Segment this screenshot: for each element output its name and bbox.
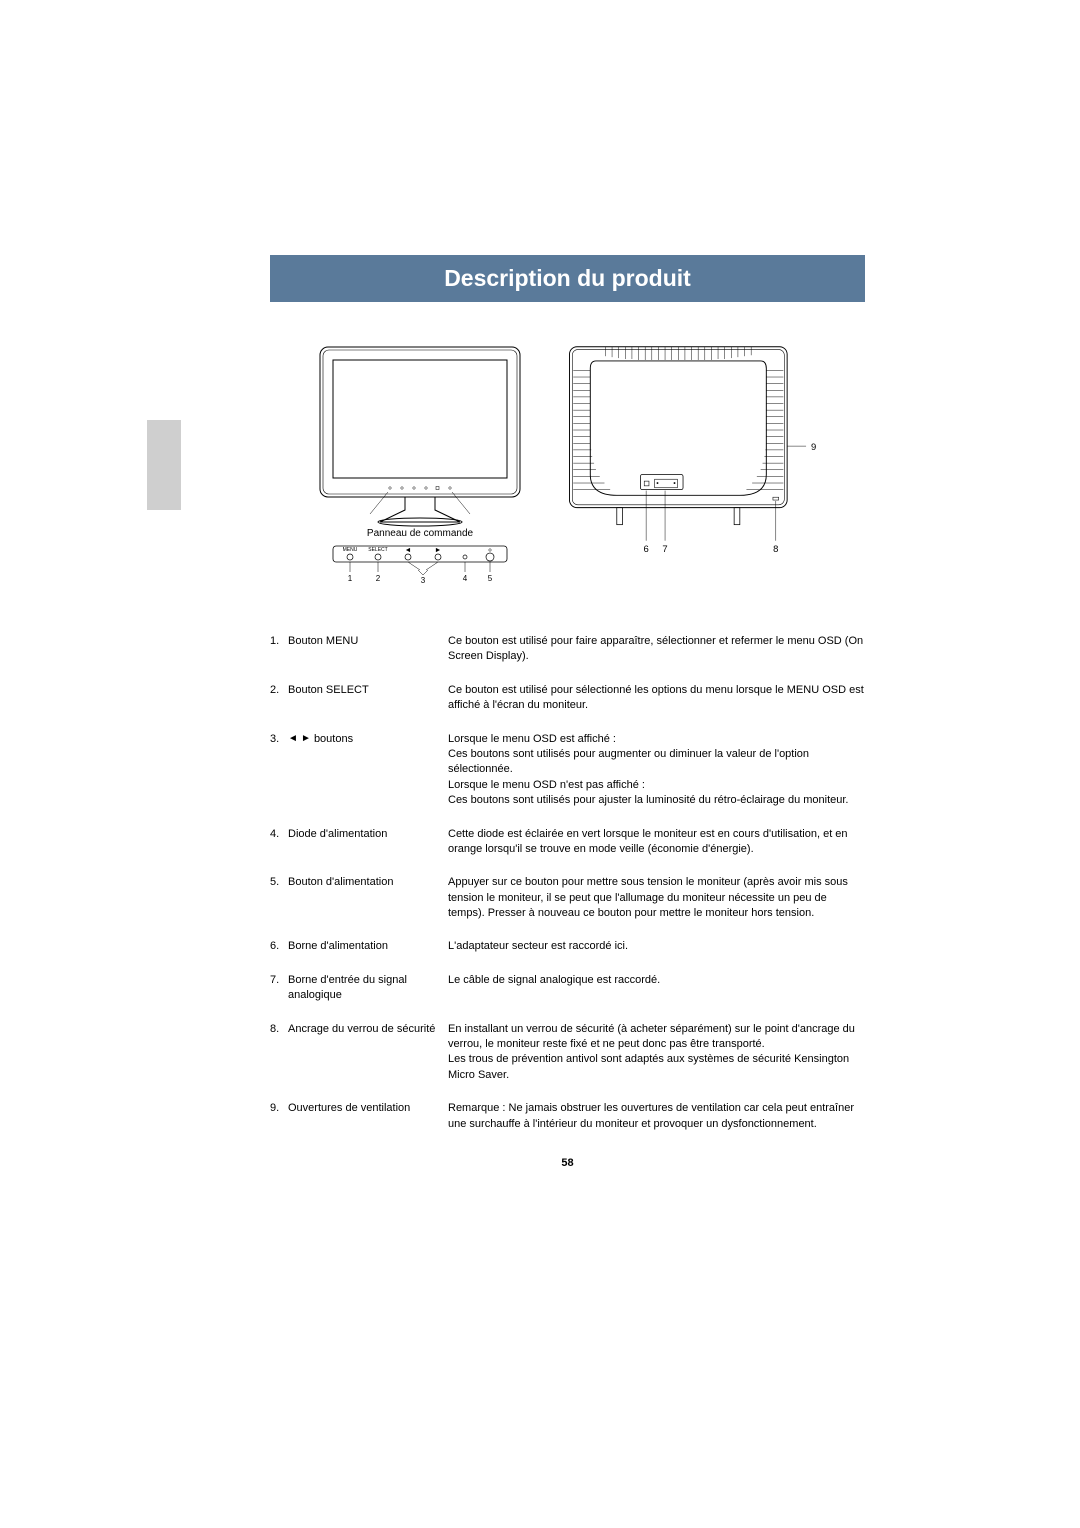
item-label: Diode d'alimentation	[288, 827, 448, 858]
item-description: Cette diode est éclairée en vert lorsque…	[448, 827, 865, 858]
front-num-2: 2	[376, 574, 381, 583]
list-item: 9. Ouvertures de ventilation Remarque : …	[270, 1101, 865, 1132]
btn-label-menu: MENU	[343, 547, 358, 553]
diagrams-row: Panneau de commande MENU SELECT ◄ ►	[270, 342, 865, 589]
list-item: 7. Borne d'entrée du signal analogique L…	[270, 973, 865, 1004]
list-item: 6. Borne d'alimentation L'adaptateur sec…	[270, 939, 865, 954]
page-content: Description du produit	[0, 0, 1080, 1169]
item-description: Le câble de signal analogique est raccor…	[448, 973, 865, 1004]
triangle-left-icon: ◄	[288, 732, 298, 746]
list-item: 5. Bouton d'alimentation Appuyer sur ce …	[270, 875, 865, 921]
list-item: 1. Bouton MENU Ce bouton est utilisé pou…	[270, 634, 865, 665]
monitor-back-svg: 6 7 8 9	[560, 342, 825, 560]
monitor-front-diagram: Panneau de commande MENU SELECT ◄ ►	[310, 342, 530, 589]
front-num-5: 5	[488, 574, 493, 583]
panel-caption: Panneau de commande	[310, 528, 530, 539]
back-num-7: 7	[662, 544, 667, 555]
back-num-8: 8	[773, 544, 778, 555]
item-description: Ce bouton est utilisé pour faire apparaî…	[448, 634, 865, 665]
front-num-3: 3	[421, 576, 426, 584]
list-item: 2. Bouton SELECT Ce bouton est utilisé p…	[270, 683, 865, 714]
item-label: Borne d'alimentation	[288, 939, 448, 954]
front-num-1: 1	[348, 574, 353, 583]
item-description: En installant un verrou de sécurité (à a…	[448, 1022, 865, 1084]
list-item: 3. ◄ ► boutons Lorsque le menu OSD est a…	[270, 732, 865, 809]
item-description: Remarque : Ne jamais obstruer les ouvert…	[448, 1101, 865, 1132]
item-number: 2.	[270, 683, 288, 714]
monitor-back-diagram: 6 7 8 9	[560, 342, 825, 589]
monitor-front-svg	[310, 342, 530, 527]
item-number: 7.	[270, 973, 288, 1004]
item-label-text: boutons	[314, 733, 353, 745]
item-number: 6.	[270, 939, 288, 954]
triangle-right-icon: ►	[301, 732, 311, 746]
item-number: 1.	[270, 634, 288, 665]
item-label: Bouton d'alimentation	[288, 875, 448, 921]
btn-label-left: ◄	[405, 547, 412, 554]
item-description: Lorsque le menu OSD est affiché :Ces bou…	[448, 732, 865, 809]
description-list: 1. Bouton MENU Ce bouton est utilisé pou…	[270, 634, 865, 1132]
list-item: 8. Ancrage du verrou de sécurité En inst…	[270, 1022, 865, 1084]
item-label: Borne d'entrée du signal analogique	[288, 973, 448, 1004]
btn-label-select: SELECT	[368, 547, 387, 553]
item-label: Ouvertures de ventilation	[288, 1101, 448, 1132]
front-num-4: 4	[463, 574, 468, 583]
item-label: Bouton MENU	[288, 634, 448, 665]
back-num-6: 6	[643, 544, 648, 555]
page-title: Description du produit	[270, 255, 865, 302]
control-panel-svg: MENU SELECT ◄ ►	[330, 544, 510, 584]
btn-label-right: ►	[435, 547, 442, 554]
item-number: 4.	[270, 827, 288, 858]
item-description: Ce bouton est utilisé pour sélectionné l…	[448, 683, 865, 714]
item-number: 8.	[270, 1022, 288, 1084]
item-label: Ancrage du verrou de sécurité	[288, 1022, 448, 1084]
item-number: 9.	[270, 1101, 288, 1132]
item-description: L'adaptateur secteur est raccordé ici.	[448, 939, 865, 954]
item-number: 3.	[270, 732, 288, 809]
side-tab	[147, 420, 181, 510]
item-description: Appuyer sur ce bouton pour mettre sous t…	[448, 875, 865, 921]
page-number: 58	[270, 1157, 865, 1169]
list-item: 4. Diode d'alimentation Cette diode est …	[270, 827, 865, 858]
item-label: Bouton SELECT	[288, 683, 448, 714]
control-panel-detail: MENU SELECT ◄ ►	[310, 544, 530, 589]
item-number: 5.	[270, 875, 288, 921]
back-num-9: 9	[811, 442, 816, 453]
item-label: ◄ ► boutons	[288, 732, 448, 809]
